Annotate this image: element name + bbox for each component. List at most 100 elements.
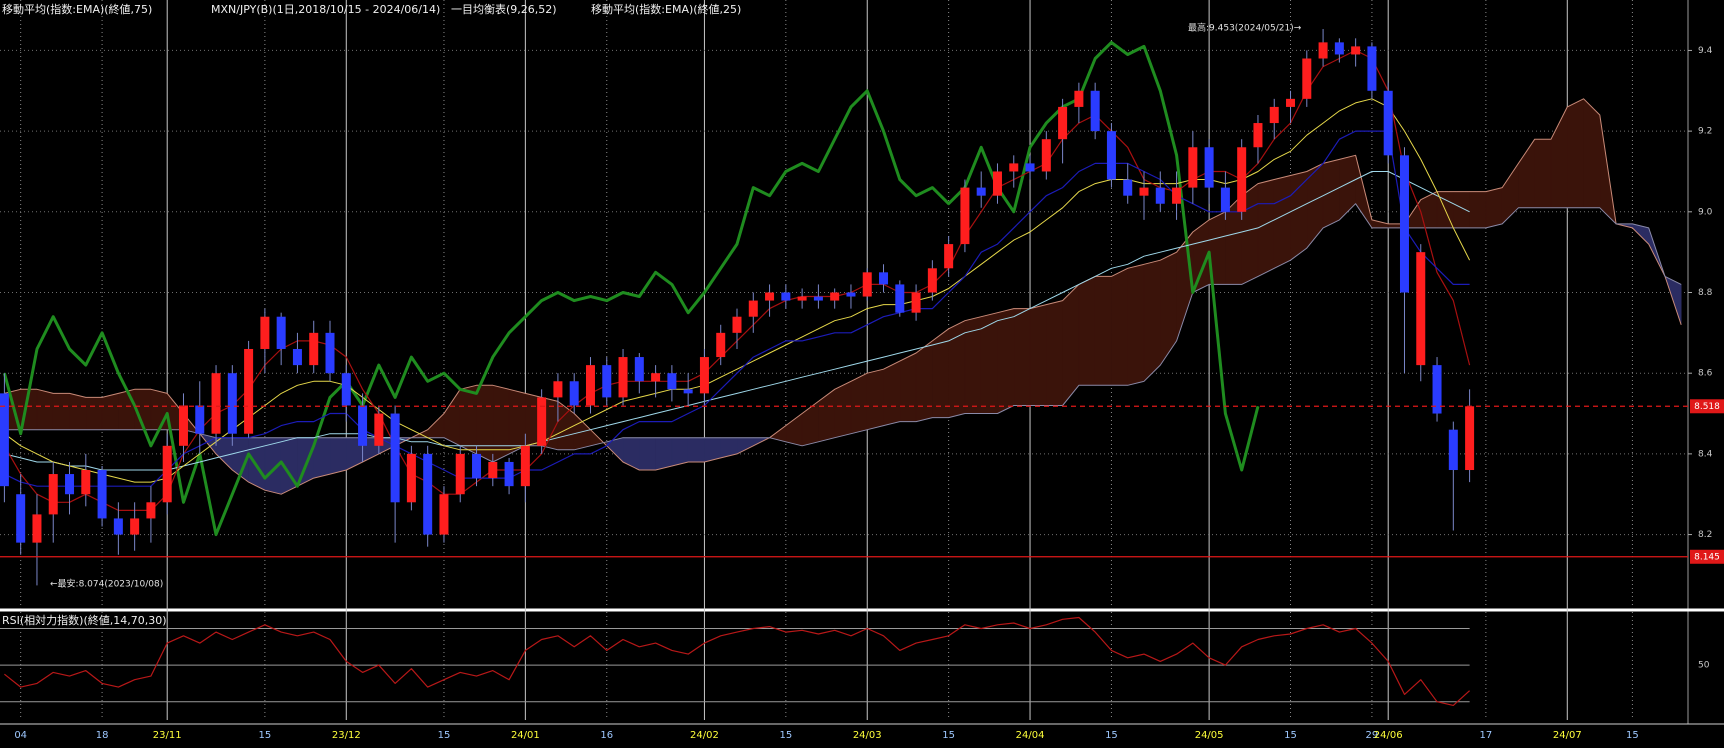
y-tick-label: 9.2 bbox=[1698, 127, 1712, 137]
candle-body bbox=[374, 413, 384, 446]
x-tick-label: 24/02 bbox=[690, 730, 719, 741]
x-tick-label: 24/07 bbox=[1553, 730, 1582, 741]
candle-body bbox=[32, 514, 42, 543]
candle-body bbox=[1383, 90, 1393, 156]
cloud-segment bbox=[1062, 283, 1080, 407]
cloud-segment bbox=[655, 437, 673, 471]
y-tick-label: 8.4 bbox=[1698, 449, 1713, 459]
candle-body bbox=[146, 502, 156, 519]
candle-body bbox=[1432, 365, 1442, 414]
candle-body bbox=[1269, 106, 1279, 124]
cloud-segment bbox=[1046, 300, 1063, 406]
cloud-segment bbox=[1094, 276, 1112, 386]
candle-body bbox=[358, 405, 368, 446]
candle-body bbox=[162, 445, 172, 503]
ema-line bbox=[4, 98, 1471, 483]
candle-body bbox=[488, 461, 498, 479]
candle-body bbox=[406, 453, 416, 503]
candle-body bbox=[1253, 123, 1263, 148]
candle-body bbox=[699, 357, 709, 394]
candle-body bbox=[309, 332, 319, 366]
y-tick-label: 9.0 bbox=[1698, 207, 1713, 217]
candle-body bbox=[960, 187, 970, 245]
candle-body bbox=[0, 393, 9, 487]
candle-body bbox=[976, 187, 986, 196]
cloud-segment bbox=[1501, 162, 1519, 225]
cloud-segment bbox=[899, 352, 917, 422]
cloud-segment bbox=[932, 328, 949, 418]
candle-body bbox=[716, 332, 726, 358]
cloud-segment bbox=[36, 388, 54, 431]
cloud-segment bbox=[508, 388, 526, 455]
candle-body bbox=[1139, 187, 1149, 196]
cloud-segment bbox=[1111, 267, 1128, 386]
candle-body bbox=[1204, 147, 1214, 188]
header-label: 移動平均(指数:EMA)(終値,25) bbox=[591, 2, 741, 16]
cloud-segment bbox=[1160, 251, 1177, 367]
candle-body bbox=[439, 494, 449, 535]
candle-body bbox=[667, 373, 677, 390]
candle-body bbox=[569, 381, 579, 406]
header-label: MXN/JPY(B)(1日,2018/10/15 - 2024/06/14) bbox=[211, 3, 440, 16]
cloud-segment bbox=[1518, 138, 1535, 209]
header-label: 移動平均(指数:EMA)(終値,75) bbox=[2, 2, 152, 16]
cloud-segment bbox=[785, 412, 803, 447]
candle-body bbox=[1009, 163, 1019, 172]
chikou-line bbox=[2, 40, 1260, 537]
cloud-segment bbox=[215, 437, 233, 471]
cloud-segment bbox=[1013, 308, 1031, 406]
candle-body bbox=[81, 470, 91, 495]
y-tick-label: 8.6 bbox=[1698, 369, 1713, 379]
cloud-segment bbox=[118, 388, 135, 431]
candle-body bbox=[1351, 46, 1361, 55]
cloud-segment bbox=[818, 388, 836, 443]
y-tick-label: 8.2 bbox=[1698, 530, 1712, 540]
candle-body bbox=[390, 413, 400, 503]
candle-body bbox=[846, 292, 856, 297]
candle-body bbox=[178, 405, 188, 446]
candle-body bbox=[992, 171, 1002, 196]
candle-body bbox=[748, 300, 758, 317]
x-tick-label: 23/11 bbox=[153, 730, 182, 741]
cloud-segment bbox=[915, 340, 933, 422]
cloud-segment bbox=[101, 393, 119, 431]
candle-body bbox=[1237, 147, 1247, 212]
candle-body bbox=[765, 292, 775, 301]
cloud-segment bbox=[687, 437, 705, 463]
candle-body bbox=[1334, 42, 1344, 55]
candle-body bbox=[618, 357, 628, 398]
candle-body bbox=[1399, 155, 1409, 293]
cloud-segment bbox=[1127, 263, 1145, 386]
cloud-segment bbox=[1583, 98, 1601, 209]
annotation: ←最安:8.074(2023/10/08) bbox=[50, 578, 163, 590]
cloud-segment bbox=[1534, 138, 1552, 209]
candle-body bbox=[341, 373, 351, 406]
candle-body bbox=[1090, 90, 1100, 132]
x-tick-label: 04 bbox=[14, 730, 27, 741]
candle-body bbox=[260, 316, 270, 349]
cloud-segment bbox=[1029, 304, 1047, 406]
candle-body bbox=[781, 292, 791, 301]
cloud-segment bbox=[427, 412, 445, 439]
x-tick-label: 16 bbox=[600, 730, 613, 741]
candle-body bbox=[130, 518, 140, 535]
candle-body bbox=[732, 316, 742, 333]
candle-body bbox=[16, 494, 26, 543]
x-tick-label: 23/12 bbox=[332, 730, 361, 741]
candle-body bbox=[1025, 163, 1035, 172]
candle-body bbox=[1123, 179, 1133, 196]
x-tick-label: 24/01 bbox=[511, 730, 540, 741]
cloud-segment bbox=[476, 384, 494, 463]
candle-body bbox=[1465, 406, 1475, 471]
candle-body bbox=[1041, 139, 1051, 172]
price-label-box bbox=[1690, 399, 1724, 414]
cloud-segment bbox=[997, 308, 1015, 414]
price-label: 8.145 bbox=[1694, 552, 1720, 562]
candle-body bbox=[879, 272, 889, 285]
cloud-segment bbox=[638, 437, 656, 471]
candle-body bbox=[1286, 98, 1296, 107]
cloud-segment bbox=[736, 437, 754, 455]
candle-body bbox=[830, 292, 840, 301]
